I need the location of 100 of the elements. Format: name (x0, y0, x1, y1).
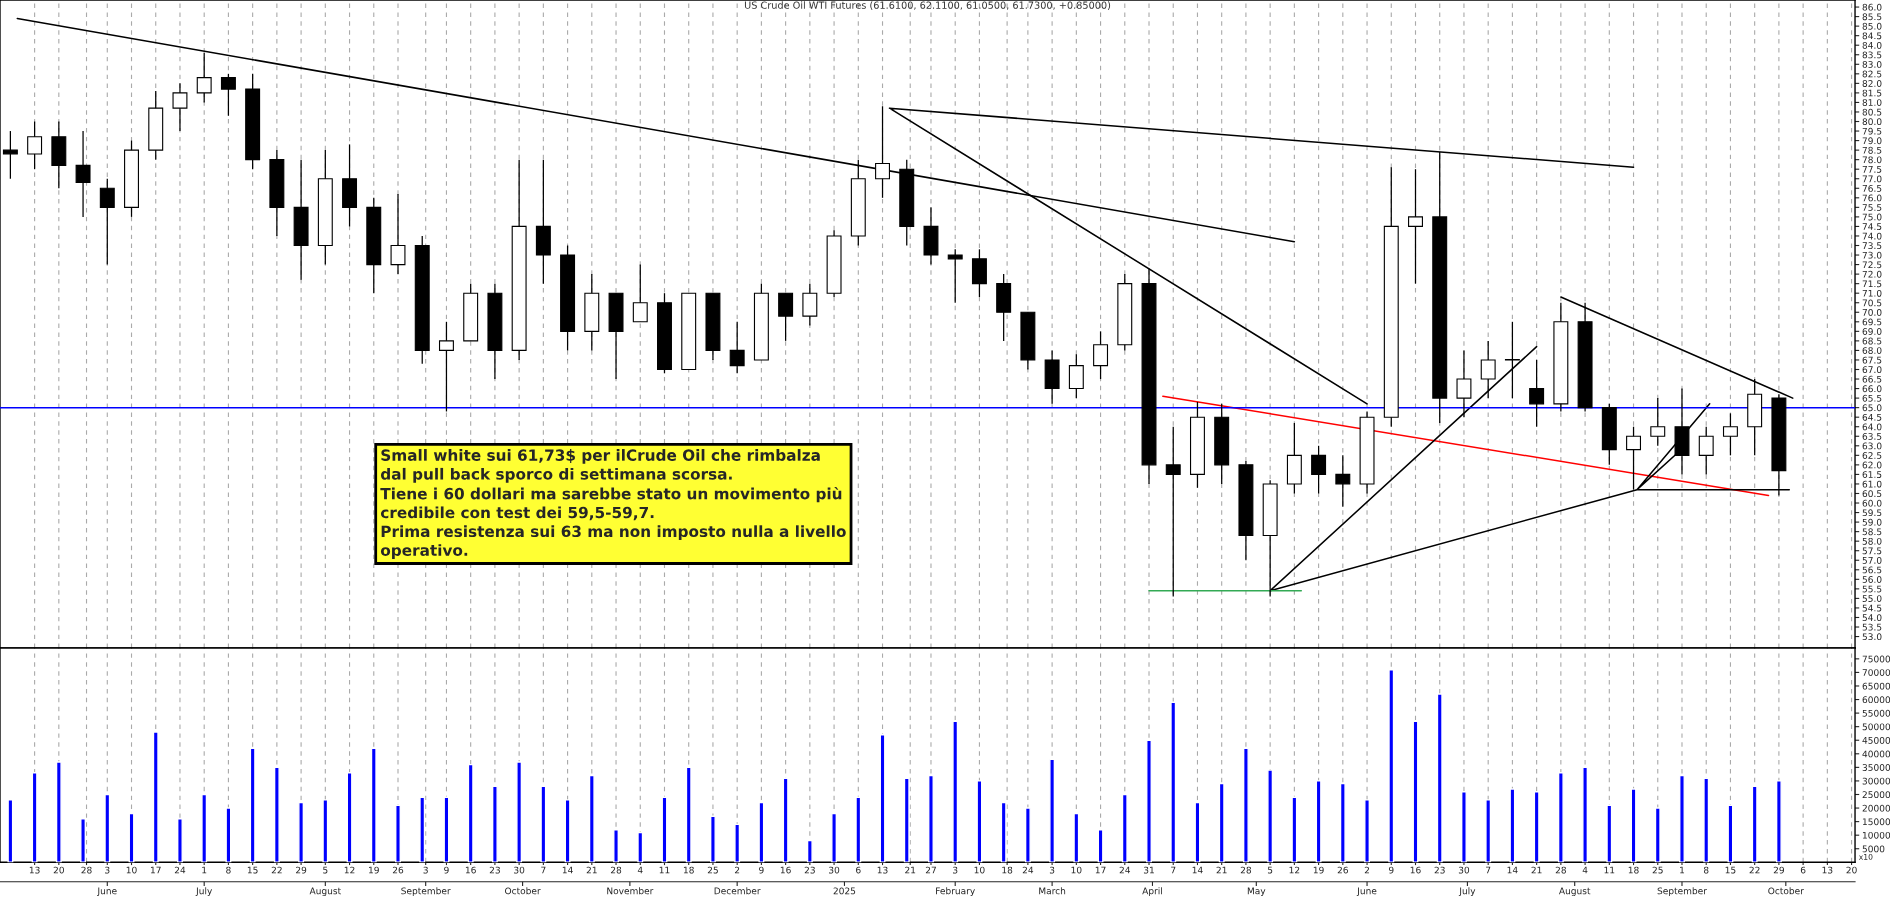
x-tick-label: 18 (683, 866, 694, 874)
y-tick-label: 10000 (1862, 831, 1890, 839)
y-tick-label: 69.0 (1862, 328, 1882, 335)
x2-tick-label: June (96, 887, 117, 896)
x-tick-label: 25 (707, 866, 718, 874)
candlestick (1335, 454, 1351, 508)
y-tick-label: 83.5 (1862, 51, 1882, 59)
candlestick (196, 52, 212, 104)
candlestick (729, 321, 745, 374)
x-tick-label: 3 (953, 866, 958, 874)
candlestick (172, 82, 188, 132)
y-tick-label: 58.5 (1862, 528, 1882, 536)
x-tick-label: 7 (541, 866, 546, 874)
x-tick-label: 24 (174, 866, 186, 874)
x-tick-label: 18 (1628, 866, 1639, 874)
y-tick-label: 70000 (1862, 669, 1890, 676)
x-tick-label: 14 (562, 866, 573, 874)
x2-tick-label: July (1458, 887, 1476, 897)
x-tick-label: 2 (734, 866, 740, 874)
y-tick-label: 59.5 (1862, 509, 1882, 517)
candlestick (947, 248, 963, 304)
y-tick-label: 55.5 (1862, 585, 1882, 593)
y-tick-label: 61.0 (1862, 480, 1882, 488)
y-tick-label: 15000 (1862, 818, 1890, 826)
y-tick-label: 62.5 (1862, 452, 1882, 459)
x2-tick-label: October (505, 887, 541, 895)
y-tick-label: 57.5 (1862, 547, 1882, 555)
x-tick-label: 19 (369, 866, 379, 874)
y-tick-label: 56.5 (1862, 566, 1882, 574)
candlestick (27, 120, 43, 170)
y-tick-label: 84.0 (1862, 41, 1882, 49)
y-tick-label: 69.5 (1862, 318, 1882, 326)
x-tick-label: 24 (1119, 866, 1131, 874)
x-tick-label: 29 (296, 866, 307, 874)
candlestick (438, 321, 454, 413)
x-tick-label: 12 (344, 866, 355, 874)
x-tick-label: 26 (1337, 866, 1348, 874)
candlestick (1650, 397, 1666, 447)
y-tick-label: 60.0 (1862, 499, 1882, 507)
x-tick-label: 17 (150, 866, 161, 874)
x-tick-label: 1 (202, 866, 207, 874)
y-tick-label: 60.5 (1862, 490, 1882, 498)
x-tick-label: 20 (53, 866, 64, 874)
x2-tick-label: March (1039, 887, 1066, 895)
x-tick-label: 9 (444, 866, 449, 874)
x-tick-label: 8 (1703, 866, 1709, 874)
x-tick-label: 4 (1582, 866, 1588, 874)
x-tick-label: 19 (1313, 866, 1324, 874)
x-tick-label: 3 (1049, 866, 1055, 874)
y-tick-label: 75.0 (1862, 213, 1882, 221)
y-tick-label: 63.5 (1862, 432, 1882, 440)
candlestick (220, 73, 236, 117)
y-tick-label: 60000 (1862, 696, 1890, 704)
candlestick (1698, 426, 1714, 476)
x-tick-label: 13 (29, 866, 40, 874)
x-tick-label: 16 (1410, 866, 1421, 874)
x-tick-label: 21 (905, 866, 916, 874)
y-tick-label: 64.0 (1862, 423, 1882, 431)
y-tick-label: 68.0 (1862, 347, 1882, 354)
x-tick-label: 3 (423, 866, 428, 874)
x-tick-label: 10 (974, 866, 985, 874)
x-tick-label: 5 (323, 866, 328, 874)
y-tick-label: 55000 (1862, 709, 1890, 717)
y-tick-label: 70.5 (1862, 299, 1882, 307)
y-tick-label: 78.5 (1862, 146, 1882, 154)
y-tick-label: 75000 (1862, 655, 1890, 663)
x-tick-label: 2 (1364, 866, 1370, 874)
x-tick-label: 30 (829, 866, 840, 874)
y-tick-label: 83.0 (1862, 61, 1882, 68)
x-tick-label: 4 (637, 866, 643, 874)
x-tick-label: 13 (877, 866, 888, 874)
x-tick-label: 11 (659, 866, 670, 874)
y-tick-label: 71.0 (1862, 289, 1882, 297)
y-tick-label: 61.5 (1862, 471, 1882, 478)
x-tick-label: 21 (1531, 866, 1542, 874)
candlestick (1408, 168, 1423, 285)
x2-tick-label: October (1768, 887, 1804, 895)
y-tick-label: 86.0 (1862, 3, 1882, 11)
annotation: Small white sui 61,73$ per ilCrude Oil che rimbalza dal pull back sporco di settimana scorsa. Tiene i 60 dollari ma sarebbe stato un movimento più credibile con test dei 59,5-59,7. Prima resistenza sui 63 ma non imposto nulla a livello operativo. (380, 449, 846, 559)
x-tick-label: 10 (1071, 866, 1082, 874)
x-tick-label: 11 (1604, 866, 1615, 874)
x-tick-label: 21 (1216, 866, 1227, 874)
candlestick (1068, 353, 1084, 399)
y-tick-label: 74.0 (1862, 232, 1882, 240)
y-tick-label: 77.5 (1862, 166, 1882, 173)
y-tick-label: 85.0 (1862, 22, 1882, 30)
candlestick (99, 178, 115, 266)
y-tick-label: 72.0 (1862, 270, 1882, 278)
y-tick-label: 81.0 (1862, 99, 1882, 106)
x-tick-label: 30 (514, 866, 525, 874)
y-tick-label: 82.0 (1862, 80, 1882, 87)
candlestick (1456, 349, 1472, 418)
x2-tick-label: April (1142, 887, 1162, 897)
chart-title: US Crude Oil WTI Futures (61.6100, 62.1100, 61.0500, 61.7300, +0.85000) (744, 1, 1111, 10)
x-tick-label: 30 (1458, 866, 1470, 874)
x-tick-label: 6 (856, 866, 861, 874)
y-tick-label: 79.0 (1862, 137, 1882, 145)
candlestick (75, 130, 91, 218)
candlestick (390, 193, 406, 275)
x2-tick-label: November (607, 887, 654, 895)
